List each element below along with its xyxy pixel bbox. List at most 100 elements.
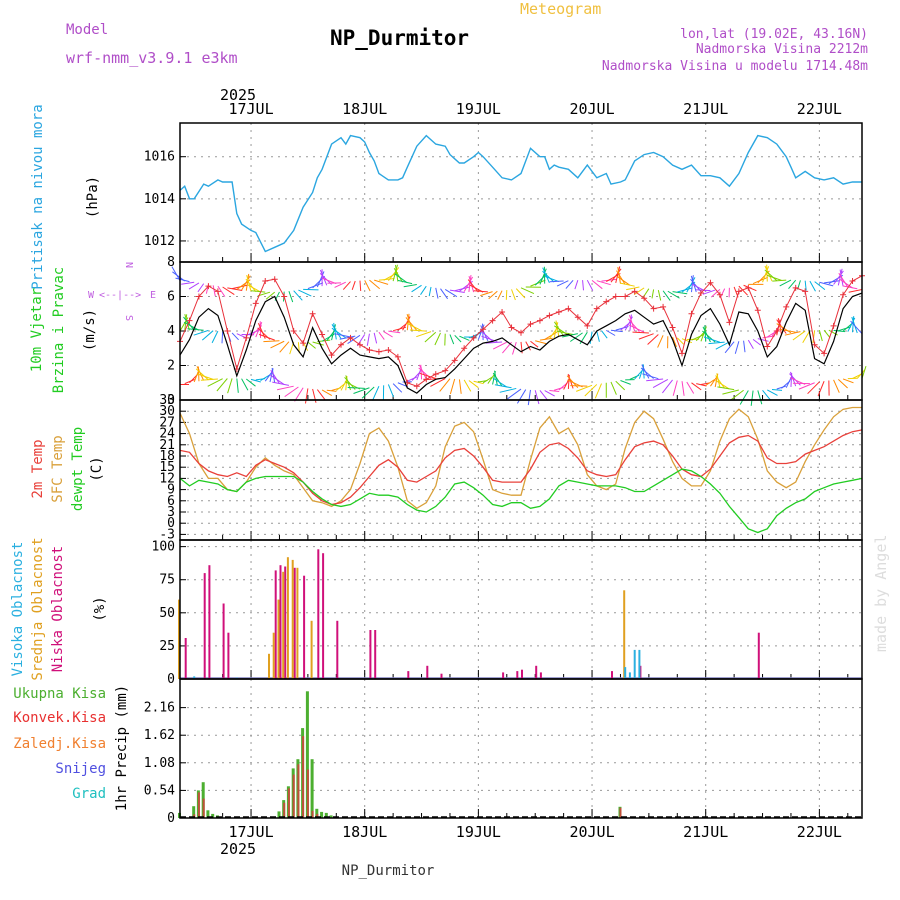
wind-barb [468, 380, 479, 389]
wind-barb [258, 333, 275, 341]
wind-barb [265, 291, 276, 300]
day-label-bottom: 19JUL [456, 823, 501, 841]
day-label-bottom: 17JUL [228, 823, 273, 841]
gust-marker [735, 288, 742, 295]
wind-barb [227, 287, 243, 291]
wind-barb [284, 386, 299, 398]
wind-barb [449, 334, 455, 345]
low-cloud-bar [317, 549, 320, 679]
day-label-top: 21JUL [683, 100, 728, 118]
gust-marker [546, 312, 553, 319]
wind-barb [406, 322, 422, 332]
wind-barb [216, 378, 228, 392]
wind-direction-legend: W E <--|--> N S [88, 262, 156, 321]
gust-marker [252, 300, 259, 307]
wind-barb [387, 384, 394, 398]
wind-barb [657, 290, 662, 301]
wind-barb [397, 321, 410, 331]
gust-marker [518, 329, 524, 336]
wind-barb [497, 290, 503, 300]
wind-barb [288, 291, 294, 303]
wind-barb [771, 389, 783, 391]
gust-marker [707, 279, 714, 286]
wind-barb [312, 275, 326, 289]
gust-marker [290, 328, 297, 334]
gust-marker [432, 371, 439, 378]
gust-marker [527, 321, 534, 328]
wind-barb [586, 279, 594, 291]
wind-barb [610, 329, 623, 333]
wind-barb [842, 285, 858, 290]
wind-barb [722, 389, 739, 395]
low-cloud-bar [539, 672, 542, 679]
wind-barb [175, 277, 190, 283]
wind-barb [672, 380, 678, 396]
wind-barb [716, 373, 721, 388]
y-tick-label: 0 [167, 811, 175, 826]
wind-barb [788, 279, 797, 290]
wind-barb [739, 390, 749, 405]
gust-marker [224, 328, 231, 334]
wind-barb [458, 379, 462, 394]
gust-marker [641, 295, 648, 302]
wind-barb [662, 379, 673, 394]
wind-barb [596, 330, 600, 342]
wind-barb [187, 328, 204, 331]
low-cloud-bar [336, 620, 339, 679]
wind-barb [492, 372, 503, 387]
y-tick-label: 24 [159, 427, 175, 442]
gust-marker [442, 367, 449, 374]
wind-barb [802, 330, 811, 343]
conv-precip-bar [619, 807, 622, 818]
gust-marker [783, 303, 790, 310]
y-tick-label: 4 [167, 324, 175, 339]
gust-marker [830, 322, 837, 329]
wind-label-2: Brzina i Pravac [51, 267, 67, 393]
gust-marker [802, 288, 809, 295]
wind-barb [270, 369, 280, 384]
wind-barb [245, 278, 257, 292]
gust-marker [451, 357, 458, 364]
wind-barb [263, 340, 280, 343]
wind-barb [842, 378, 854, 384]
wind-barb [605, 329, 616, 336]
low-cloud-bar [407, 671, 410, 679]
gust-marker [300, 340, 307, 347]
gust-marker [669, 324, 676, 331]
wind-barb [520, 287, 535, 295]
wind-barb [374, 279, 389, 285]
wind-barb [681, 338, 693, 344]
wind-barb [764, 269, 778, 282]
low-cloud-bar [322, 553, 325, 679]
wind-barb [293, 290, 303, 301]
conv-precip-bar [306, 769, 309, 818]
mid-cloud-bar [623, 590, 626, 679]
wind-barb [444, 289, 458, 298]
wind-barb [809, 280, 816, 292]
gust-marker [574, 314, 581, 321]
conv-precip-bar [193, 814, 196, 818]
y-tick-label: 1014 [144, 192, 175, 207]
wind-barb [231, 332, 239, 341]
wind-barb [419, 372, 436, 379]
wind-barb [594, 383, 602, 399]
y-tick-label: 100 [152, 540, 175, 555]
wind-barb [197, 283, 205, 293]
wind-barb [480, 291, 493, 297]
low-cloud-bar [369, 630, 372, 679]
wind-barb [589, 331, 593, 344]
gust-marker [811, 341, 818, 348]
wind-barb [738, 285, 748, 296]
dir-east-label: E [150, 290, 156, 301]
wind-barb [387, 267, 400, 281]
wind-barb [227, 378, 233, 394]
y-tick-label: 1.08 [144, 756, 175, 771]
wind-barb [715, 375, 726, 389]
gust-marker [385, 346, 392, 353]
wind-barb [250, 378, 261, 383]
model-label: Model [66, 22, 108, 38]
gust-marker [262, 277, 269, 284]
wind-barb [615, 266, 621, 284]
wind-barb [784, 331, 801, 336]
